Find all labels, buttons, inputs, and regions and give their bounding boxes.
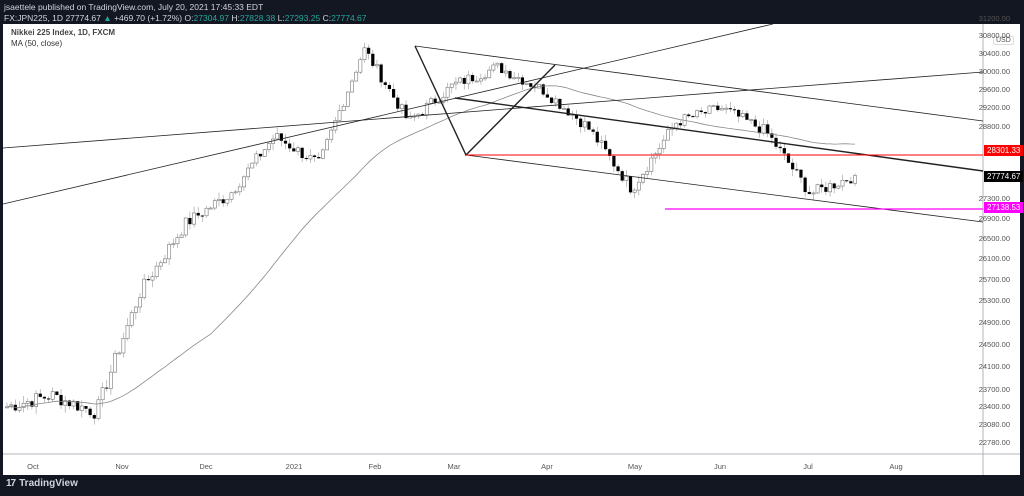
- time-label: 2021: [285, 462, 303, 471]
- price-label: 27300.00: [978, 193, 1010, 203]
- close-label: C:: [322, 13, 332, 23]
- symbol-quote: FX:JPN225, 1D 27774.67 ▲ +469.70 (+1.72%…: [4, 13, 367, 24]
- price-label: 23700.00: [978, 384, 1010, 394]
- chart-legend: Nikkei 225 Index, 1D, FXCM MA (50, close…: [11, 27, 115, 49]
- low-value: 27293.25: [284, 13, 321, 23]
- price-label: 24100.00: [978, 361, 1010, 371]
- price-chart[interactable]: [3, 24, 1020, 475]
- price-label: 31200.00: [978, 13, 1010, 23]
- channel-bottom-line[interactable]: [465, 154, 984, 223]
- close-value: 27774.67: [331, 13, 367, 23]
- price-label: 25300.00: [978, 296, 1010, 306]
- channel-mid-line[interactable]: [454, 97, 984, 172]
- open-value: 27304.97: [193, 13, 229, 23]
- time-label: Aug: [889, 462, 903, 471]
- open-label: O:: [184, 13, 194, 23]
- price-tag: 28301.33: [984, 145, 1024, 157]
- price-label: 30000.00: [978, 66, 1010, 76]
- price-label: 26500.00: [978, 233, 1010, 243]
- price-label: 26900.00: [978, 213, 1010, 223]
- publish-info: jsaettele published on TradingView.com, …: [4, 2, 264, 12]
- up-arrow-icon: ▲: [103, 13, 112, 23]
- high-value: 27828.38: [239, 13, 276, 23]
- low-label: L:: [277, 13, 285, 23]
- time-label: Dec: [199, 462, 213, 471]
- price-label: 22780.00: [978, 438, 1010, 447]
- moving-average-line: [6, 85, 856, 408]
- brand-name: TradingView: [19, 478, 78, 489]
- trend-lines[interactable]: [3, 24, 984, 223]
- price-label: 24900.00: [978, 317, 1010, 327]
- price-tag: 27774.67: [984, 170, 1024, 182]
- rising-trendline-lower[interactable]: [3, 71, 984, 149]
- time-label: Oct: [27, 462, 39, 471]
- price-label: 30400.00: [978, 48, 1010, 58]
- time-label: Mar: [447, 462, 461, 471]
- high-label: H:: [231, 13, 240, 23]
- price-label: 30800.00: [978, 31, 1010, 40]
- rising-trendline-upper[interactable]: [3, 24, 774, 205]
- chart-pane[interactable]: Nikkei 225 Index, 1D, FXCM MA (50, close…: [3, 14, 1024, 475]
- price-label: 26100.00: [978, 254, 1010, 264]
- currency-label: USD: [993, 36, 1014, 45]
- chart-header: jsaettele published on TradingView.com, …: [4, 2, 367, 24]
- price-label: 25700.00: [978, 275, 1010, 285]
- time-label: Nov: [115, 462, 129, 471]
- candles: [5, 42, 857, 425]
- time-label: Jun: [713, 462, 727, 471]
- price-label: 28800.00: [978, 121, 1010, 131]
- channel-top-line[interactable]: [414, 45, 984, 122]
- price-label: 29200.00: [978, 102, 1010, 112]
- legend-title: Nikkei 225 Index, 1D, FXCM: [11, 28, 116, 37]
- price-label: 24500.00: [978, 339, 1010, 349]
- time-label: Feb: [368, 462, 382, 471]
- tradingview-logo-icon: 17: [6, 478, 16, 489]
- symbol: FX:JPN225, 1D: [4, 13, 64, 23]
- footer: 17 TradingView: [6, 478, 78, 489]
- price-label: 23400.00: [978, 401, 1010, 411]
- change: +469.70 (+1.72%): [114, 13, 183, 23]
- price-tag: 27138.53: [984, 201, 1024, 213]
- last-price: 27774.67: [65, 13, 101, 23]
- price-label: 23080.00: [978, 420, 1010, 430]
- time-label: May: [627, 462, 643, 471]
- time-label: Jul: [803, 462, 813, 471]
- legend-indicator[interactable]: MA (50, close): [11, 39, 63, 48]
- time-label: Apr: [541, 462, 553, 471]
- price-label: 29600.00: [978, 84, 1010, 94]
